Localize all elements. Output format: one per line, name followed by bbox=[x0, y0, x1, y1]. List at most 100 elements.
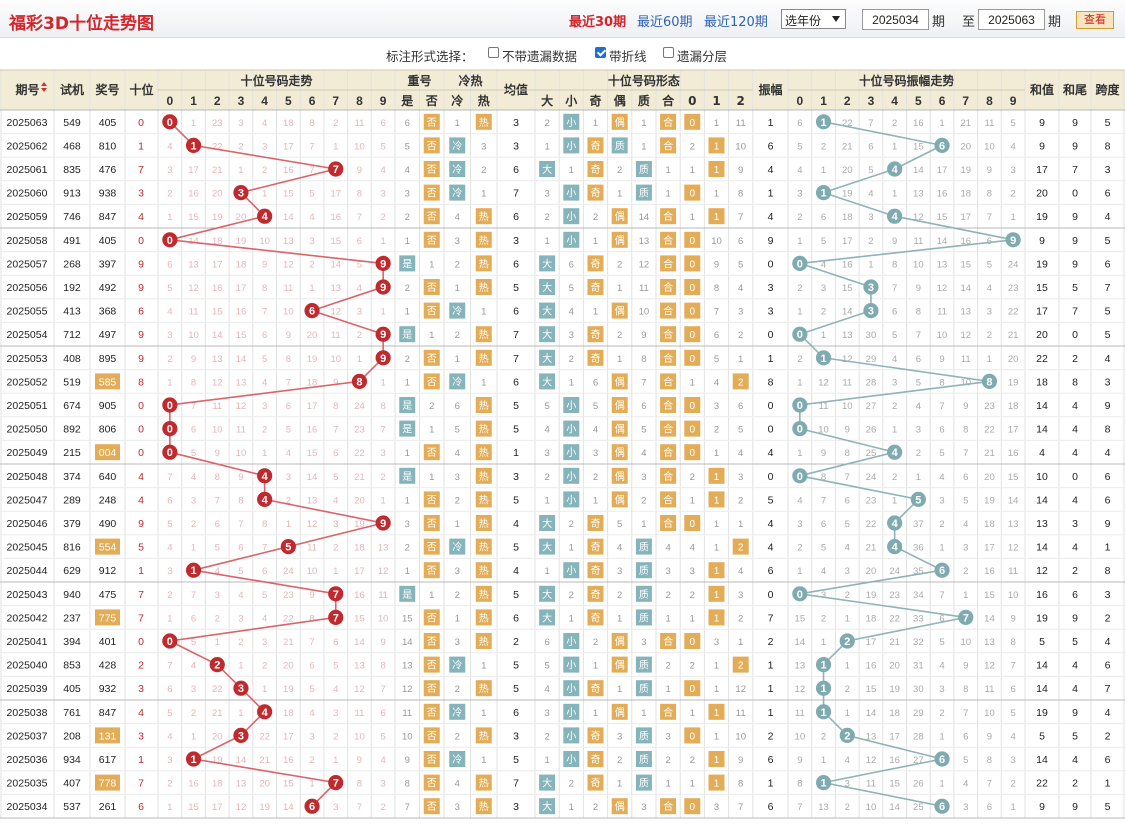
form-tag bbox=[611, 231, 628, 248]
amp-miss-cell: 3 bbox=[845, 779, 850, 790]
trend-ball-label: 3 bbox=[238, 730, 244, 742]
checkbox-polyline[interactable] bbox=[595, 47, 606, 58]
form-cell: 合 bbox=[663, 234, 673, 247]
prize-cell: 490 bbox=[99, 518, 117, 530]
hotcold-miss-cell: 2 bbox=[455, 495, 460, 506]
form-tag bbox=[563, 184, 580, 201]
form-cell: 质 bbox=[639, 164, 649, 176]
amp-miss-cell: 3 bbox=[1011, 755, 1016, 766]
period-60-link[interactable]: 最近60期 bbox=[637, 15, 693, 30]
issue-cell: 2025057 bbox=[7, 258, 48, 270]
repeat-tag bbox=[423, 538, 440, 555]
amp-miss-cell: 6 bbox=[939, 613, 944, 624]
trend-miss-cell: 4 bbox=[262, 377, 267, 388]
trend-miss-cell: 11 bbox=[236, 425, 246, 436]
trend-miss-cell: 19 bbox=[212, 755, 223, 766]
sum-cell: 18 bbox=[1036, 376, 1048, 388]
amp-miss-cell: 28 bbox=[866, 377, 877, 388]
span-cell: 8 bbox=[1105, 140, 1111, 152]
form-miss-cell: 4 bbox=[569, 307, 574, 318]
form-tag bbox=[660, 255, 677, 272]
hotcold-miss-cell: 3 bbox=[481, 141, 486, 152]
from-issue-input[interactable]: 2025034 bbox=[862, 9, 929, 30]
prize-cell: 778 bbox=[99, 778, 117, 790]
form-miss-cell: 2 bbox=[665, 755, 670, 766]
form-cell: 0 bbox=[690, 236, 696, 247]
trend-miss-cell: 8 bbox=[238, 495, 243, 506]
amp-ball bbox=[792, 255, 808, 271]
amp-miss-cell: 1 bbox=[821, 755, 826, 766]
trial-cell: 712 bbox=[63, 329, 81, 341]
header-trial: 试机 bbox=[60, 82, 84, 97]
form-cell: 合 bbox=[663, 423, 673, 436]
form-cell: 大 bbox=[542, 328, 552, 341]
header-issue: 期号 bbox=[15, 82, 39, 97]
hotcold-cell: 热 bbox=[479, 682, 489, 695]
trend-miss-cell: 16 bbox=[330, 212, 341, 223]
form-miss-cell: 11 bbox=[639, 283, 649, 294]
repeat-tag bbox=[399, 397, 416, 413]
year-select[interactable]: 选年份 bbox=[781, 9, 846, 29]
hotcold-tag bbox=[475, 279, 492, 295]
trend-miss-cell: 5 bbox=[238, 566, 243, 577]
subheader-amp-9: 9 bbox=[1010, 94, 1017, 108]
amp-miss-cell: 35 bbox=[913, 566, 924, 577]
repeat-tag bbox=[423, 184, 440, 201]
amp-ball-label: 7 bbox=[963, 612, 969, 624]
form-cell: 合 bbox=[663, 446, 673, 459]
form-tag bbox=[660, 137, 677, 154]
span-cell: 2 bbox=[1105, 612, 1111, 624]
amp-miss-cell: 2 bbox=[987, 330, 992, 341]
amp-cell: 4 bbox=[768, 542, 774, 554]
tail-cell: 8 bbox=[1072, 376, 1078, 388]
form-tag bbox=[611, 633, 628, 649]
tail-cell: 6 bbox=[1072, 589, 1078, 601]
trend-miss-cell: 3 bbox=[262, 401, 267, 412]
form-miss-cell: 2 bbox=[665, 590, 670, 601]
amp-ball bbox=[887, 444, 903, 460]
amp-miss-cell: 1 bbox=[797, 236, 802, 247]
amp-ball-label: 8 bbox=[986, 376, 992, 388]
trend-miss-cell: 4 bbox=[309, 212, 314, 223]
amp-miss-cell: 27 bbox=[913, 755, 924, 766]
hotcold-miss-cell: 1 bbox=[455, 118, 460, 129]
prize-highlight bbox=[95, 609, 120, 626]
to-issue-input[interactable]: 2025063 bbox=[978, 9, 1045, 30]
trend-miss-cell: 14 bbox=[212, 330, 223, 341]
span-cell: 7 bbox=[1105, 683, 1111, 695]
checkbox-layer[interactable] bbox=[663, 47, 674, 58]
trend-miss-cell: 2 bbox=[167, 189, 172, 200]
amp-miss-cell: 8 bbox=[821, 472, 826, 483]
amp-ball bbox=[815, 114, 832, 130]
trend-miss-cell: 21 bbox=[212, 708, 223, 719]
repeat-miss-cell: 3 bbox=[405, 189, 410, 200]
period-30-link[interactable]: 最近30期 bbox=[569, 15, 627, 30]
form-miss-cell: 1 bbox=[665, 613, 670, 624]
trend-miss-cell: 20 bbox=[283, 661, 294, 672]
repeat-tag bbox=[423, 491, 440, 508]
form-miss-cell: 2 bbox=[738, 613, 743, 624]
form-cell: 小 bbox=[566, 447, 576, 459]
subheader-repeat-0: 是 bbox=[400, 94, 414, 108]
trend-miss-cell: 7 bbox=[191, 590, 196, 601]
trial-cell: 208 bbox=[63, 730, 81, 742]
checkbox-no-miss[interactable] bbox=[488, 47, 499, 58]
trend-miss-cell: 22 bbox=[212, 141, 223, 152]
form-tag bbox=[539, 279, 556, 295]
issue-cell: 2025044 bbox=[7, 565, 48, 577]
repeat-tag bbox=[423, 562, 440, 579]
hotcold-miss-cell: 2 bbox=[455, 731, 460, 742]
amp-miss-cell: 33 bbox=[913, 613, 924, 624]
form-tag bbox=[635, 609, 652, 626]
amp-ball-label: 6 bbox=[939, 140, 945, 152]
amp-ball-label: 4 bbox=[892, 542, 899, 554]
amp-miss-cell: 24 bbox=[866, 472, 877, 483]
amp-miss-cell: 16 bbox=[866, 661, 877, 672]
view-button[interactable]: 查看 bbox=[1076, 11, 1114, 29]
amp-miss-cell: 20 bbox=[960, 141, 971, 152]
form-miss-cell: 5 bbox=[714, 354, 719, 365]
form-miss-cell: 2 bbox=[569, 590, 574, 601]
period-120-link[interactable]: 最近120期 bbox=[704, 15, 768, 30]
repeat-cell: 否 bbox=[427, 707, 437, 719]
amp-miss-cell: 19 bbox=[889, 684, 900, 695]
